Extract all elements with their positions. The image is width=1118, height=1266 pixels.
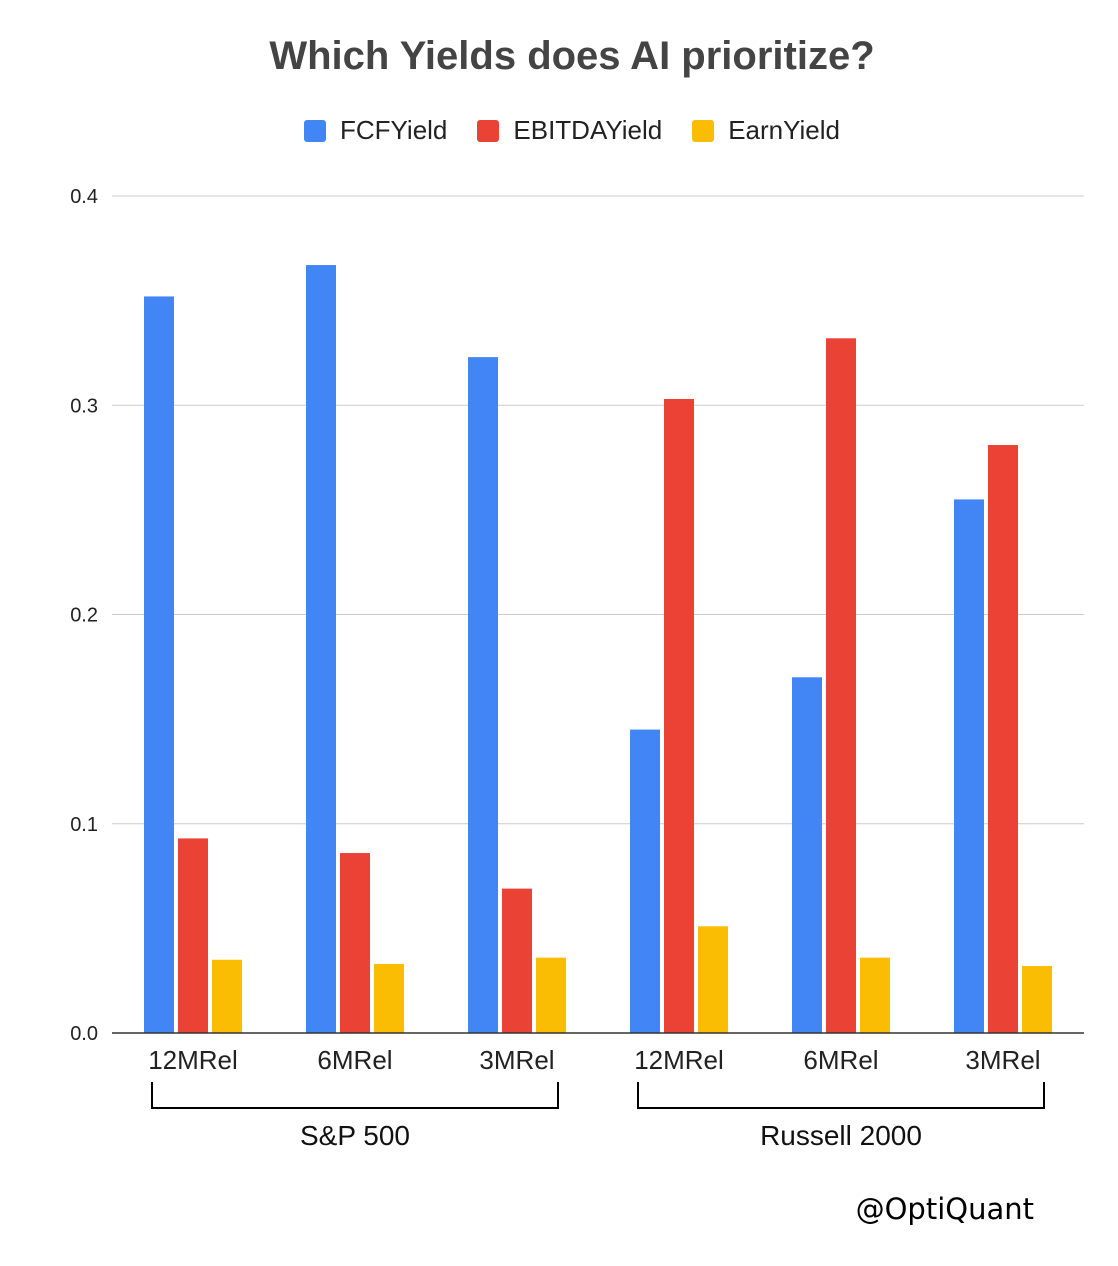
- bar-fcfyield: [792, 677, 822, 1033]
- legend: FCFYield EBITDAYield EarnYield: [0, 115, 1118, 146]
- legend-label-fcfyield: FCFYield: [340, 115, 448, 145]
- bar-earnyield: [374, 963, 404, 1033]
- legend-label-earnyield: EarnYield: [728, 115, 840, 145]
- bar-fcfyield: [144, 296, 174, 1033]
- bar-earnyield: [212, 959, 242, 1033]
- legend-item-fcfyield: FCFYield: [304, 115, 447, 146]
- x-tick-label: 6MRel: [803, 1045, 878, 1075]
- bar-earnyield: [698, 926, 728, 1033]
- x-tick-label: 12MRel: [634, 1045, 724, 1075]
- bar-ebitdayield: [502, 888, 532, 1033]
- y-tick-label: 0.2: [70, 605, 98, 627]
- y-tick-label: 0.0: [70, 1023, 98, 1045]
- y-tick-label: 0.1: [70, 814, 98, 836]
- bar-ebitdayield: [178, 838, 208, 1033]
- bar-fcfyield: [306, 265, 336, 1033]
- bar-ebitdayield: [664, 398, 694, 1033]
- bar-earnyield: [536, 957, 566, 1033]
- bar-fcfyield: [954, 499, 984, 1034]
- legend-swatch-ebitdayield: [477, 119, 500, 142]
- x-tick-label: 12MRel: [148, 1045, 238, 1075]
- group-bracket: [637, 1082, 1045, 1109]
- x-tick-label: 3MRel: [479, 1045, 554, 1075]
- legend-swatch-earnyield: [692, 119, 715, 142]
- group-label: S&P 500: [300, 1120, 410, 1151]
- bar-earnyield: [860, 957, 890, 1033]
- y-tick-label: 0.3: [70, 395, 98, 417]
- group-bracket: [151, 1082, 559, 1109]
- bar-fcfyield: [630, 729, 660, 1033]
- chart-title: Which Yields does AI prioritize?: [269, 34, 875, 78]
- bar-fcfyield: [468, 357, 498, 1033]
- legend-item-ebitdayield: EBITDAYield: [477, 115, 662, 146]
- watermark: @OptiQuant: [855, 1192, 1034, 1226]
- bar-ebitdayield: [340, 853, 370, 1033]
- y-tick-label: 0.4: [70, 186, 98, 208]
- legend-swatch-fcfyield: [304, 119, 326, 142]
- bar-ebitdayield: [988, 445, 1018, 1033]
- legend-item-earnyield: EarnYield: [692, 115, 840, 146]
- bar-ebitdayield: [826, 338, 856, 1033]
- x-tick-label: 3MRel: [965, 1045, 1040, 1075]
- legend-label-ebitdayield: EBITDAYield: [513, 115, 663, 145]
- x-tick-label: 6MRel: [317, 1045, 392, 1075]
- group-label: Russell 2000: [760, 1120, 922, 1151]
- bar-earnyield: [1022, 966, 1052, 1033]
